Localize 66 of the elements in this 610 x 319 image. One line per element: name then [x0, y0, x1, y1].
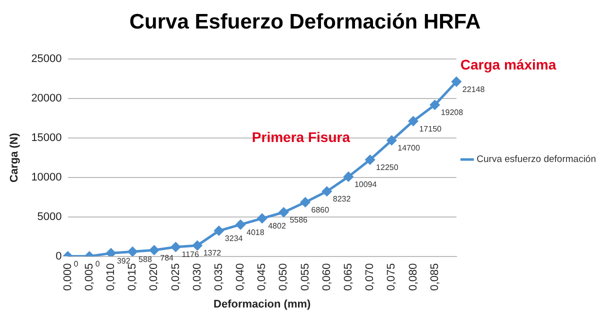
data-label: 19208: [440, 108, 464, 118]
data-label: 784: [160, 253, 174, 262]
data-label: 0: [95, 259, 100, 268]
x-tick-label: 0,050: [278, 263, 290, 291]
data-label: 588: [138, 254, 152, 264]
point: [106, 248, 116, 256]
data-label: 1176: [182, 250, 200, 260]
data-label: 392: [116, 256, 131, 266]
point: [149, 245, 159, 255]
data-label: 8232: [332, 194, 352, 204]
point: [170, 242, 180, 252]
y-tick-label: 25000: [31, 53, 62, 66]
x-tick-label: 0,020: [148, 263, 160, 291]
x-tick-label: 0,075: [386, 263, 398, 291]
data-label: 1372: [203, 248, 222, 258]
x-tick-label: 0,070: [364, 263, 376, 291]
x-tick-label: 0,055: [299, 263, 312, 291]
y-tick-label: 10000: [31, 171, 62, 184]
text: Carga máxima: [460, 56, 556, 73]
data-label: 4802: [268, 222, 286, 231]
x-tick-label: 0,030: [191, 263, 204, 291]
point: [365, 154, 375, 164]
point: [452, 76, 462, 86]
x-tick-label: 0,085: [428, 263, 441, 291]
y-tick-label: 15000: [31, 132, 62, 144]
point: [278, 207, 288, 217]
chart-title: Curva Esfuerzo Deformación HRFA: [129, 10, 481, 34]
data-label: 3234: [224, 234, 244, 243]
data-label: 12250: [376, 162, 399, 172]
point: [257, 214, 267, 224]
point: [236, 220, 246, 230]
y-axis-title: Carga (N): [8, 132, 21, 182]
point: [300, 197, 310, 207]
x-tick-label: 0,035: [212, 263, 225, 291]
data-label: 14700: [398, 144, 420, 153]
legend-label: Curva esfuerzo deformación: [476, 154, 596, 166]
point: [192, 240, 202, 250]
data-label: 17150: [419, 124, 442, 134]
annotation: Primera Fisura: [252, 128, 350, 145]
data-label: 0: [74, 259, 79, 268]
x-tick-label: 0,025: [170, 263, 182, 291]
point: [386, 136, 396, 146]
x-tick-label: 0,060: [320, 263, 333, 291]
x-tick-label: 0,010: [105, 263, 117, 291]
data-label: 6860: [311, 205, 330, 214]
x-tick-label: 0,005: [83, 263, 96, 291]
point: [214, 226, 224, 236]
point: [408, 116, 418, 126]
x-axis-title: Deformacion (mm): [214, 298, 312, 310]
point: [430, 100, 440, 110]
point: [322, 186, 332, 196]
point: [128, 246, 138, 256]
y-tick-label: 0: [56, 250, 62, 262]
x-tick-label: 0,065: [342, 263, 354, 291]
data-label: 10094: [354, 180, 378, 189]
x-tick-label: 0,045: [256, 263, 268, 291]
point: [344, 172, 354, 182]
y-tick-label: 20000: [31, 92, 62, 105]
data-label: 22148: [462, 84, 486, 94]
data-label: 4018: [246, 228, 265, 237]
x-tick-label: 0,080: [407, 263, 420, 291]
x-tick-label: 0,040: [234, 263, 247, 291]
data-label: 5586: [290, 215, 308, 224]
y-tick-label: 5000: [37, 210, 62, 223]
x-tick-label: 0,015: [126, 263, 139, 291]
x-tick-label: 0,000: [62, 263, 74, 291]
